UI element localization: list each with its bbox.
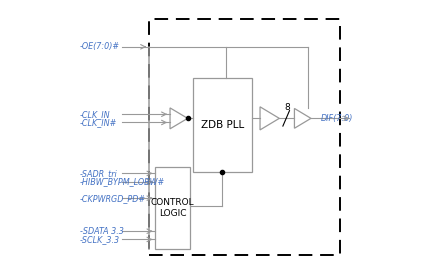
Text: -SADR_tri: -SADR_tri — [80, 169, 118, 178]
Text: CONTROL
LOGIC: CONTROL LOGIC — [151, 198, 194, 217]
Text: -OE(7:0)#: -OE(7:0)# — [80, 42, 120, 51]
Text: 8: 8 — [284, 103, 290, 112]
Bar — [156, 167, 190, 249]
Text: -SDATA 3.3: -SDATA 3.3 — [80, 227, 124, 236]
Text: -HIBW_BYPM_LOBW#: -HIBW_BYPM_LOBW# — [80, 177, 165, 186]
Text: -CLK_IN#: -CLK_IN# — [80, 118, 117, 127]
Text: -SCLK_3.3: -SCLK_3.3 — [80, 235, 120, 244]
Text: -CLK_IN: -CLK_IN — [80, 110, 111, 119]
Bar — [149, 19, 340, 255]
Text: DIF(7:0): DIF(7:0) — [321, 114, 353, 123]
Bar — [193, 78, 252, 172]
Text: ZDB PLL: ZDB PLL — [200, 120, 244, 130]
Text: -CKPWRGD_PD#: -CKPWRGD_PD# — [80, 194, 146, 203]
